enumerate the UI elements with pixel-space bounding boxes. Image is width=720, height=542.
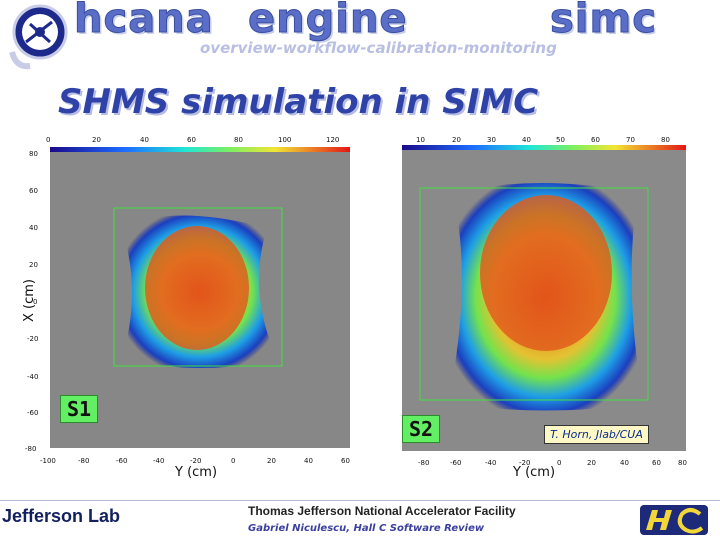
plot-s2-x-tick: 80 <box>678 459 687 467</box>
plot-s1-x-tick: 20 <box>267 457 276 465</box>
plot-s2-cut-box <box>419 187 649 401</box>
plot-s1-cut-box <box>113 207 283 367</box>
plot-s1-y-tick: -60 <box>27 409 39 417</box>
plot-s1-y-tick: 80 <box>29 150 38 158</box>
plot-s2-x-tick: -20 <box>519 459 531 467</box>
plot-s2-x-tick: 60 <box>652 459 661 467</box>
plot-s1-y-tick: -80 <box>25 445 37 453</box>
shms-plot-s1: 0 20 40 60 80 100 120 80 60 40 20 0 -20 … <box>22 133 362 493</box>
space-station-logo-icon <box>8 2 70 70</box>
plot-s2-x-tick: 0 <box>557 459 562 467</box>
plot-s2-cbar-tick: 80 <box>661 136 670 144</box>
plot-s2-x-tick: -60 <box>450 459 462 467</box>
plot-s1-cbar-tick: 0 <box>46 136 51 144</box>
plot-s2-x-tick: 40 <box>620 459 629 467</box>
plot-s1-x-tick: -100 <box>40 457 56 465</box>
footer-divider <box>0 500 720 501</box>
plot-s1-cbar-tick: 120 <box>326 136 340 144</box>
plot-s1-y-tick: 60 <box>29 187 38 195</box>
plot-s2-x-tick: -80 <box>418 459 430 467</box>
plot-s1-x-tick: 0 <box>231 457 236 465</box>
plot-s1-x-tick: 60 <box>341 457 350 465</box>
plot-s1-xlabel: Y (cm) <box>175 465 218 480</box>
plot-s1-colorbar <box>50 147 350 152</box>
plot-s1-x-tick: -80 <box>78 457 90 465</box>
plot-s1-cbar-tick: 80 <box>234 136 243 144</box>
plot-s1-ylabel: X (cm) <box>22 279 37 322</box>
plot-s2-xlabel: Y (cm) <box>513 465 556 480</box>
plot-s1-svg <box>50 147 352 448</box>
jefferson-lab-logo: Jefferson Lab <box>2 506 121 526</box>
plot-s1-x-tick: -20 <box>190 457 202 465</box>
shms-plot-s2: 10 20 30 40 50 60 70 80 -80 -60 -40 -20 … <box>398 133 698 493</box>
plot-s2-cbar-tick: 10 <box>416 136 425 144</box>
header-word-engine: engine <box>248 0 408 43</box>
facility-name: Thomas Jefferson National Accelerator Fa… <box>248 504 516 518</box>
plot-s1-x-tick: -40 <box>153 457 165 465</box>
plot-s1-y-tick: 40 <box>29 224 38 232</box>
plot-s1-x-tick: 40 <box>304 457 313 465</box>
footer-author: Gabriel Niculescu, Hall C Software Revie… <box>248 523 485 534</box>
plot-s1-cbar-tick: 60 <box>187 136 196 144</box>
plot-s1-y-tick: 0 <box>33 298 38 306</box>
plot-s1-y-tick: -40 <box>27 373 39 381</box>
plot-s1-y-tick: 20 <box>29 261 38 269</box>
plot-s1-cbar-tick: 40 <box>140 136 149 144</box>
credit-label: T. Horn, Jlab/CUA <box>544 425 649 444</box>
header-word-simc: simc <box>550 0 657 43</box>
plot-s2-cbar-tick: 20 <box>452 136 461 144</box>
plot-s2-colorbar <box>402 145 686 150</box>
plot-s2-cbar-tick: 60 <box>591 136 600 144</box>
plot-s1-cbar-tick: 100 <box>278 136 292 144</box>
header-word-hcana: hcana <box>74 0 214 43</box>
plot-s2-x-tick: -40 <box>485 459 497 467</box>
page-title: SHMS simulation in SIMC <box>58 82 539 122</box>
plot-s1-cbar-tick: 20 <box>92 136 101 144</box>
plot-s1-x-tick: -60 <box>116 457 128 465</box>
plot-s2-x-tick: 20 <box>587 459 596 467</box>
plot-s2-tag: S2 <box>402 415 441 443</box>
plot-s1-tag: S1 <box>60 395 99 423</box>
plot-s2-cbar-tick: 70 <box>626 136 635 144</box>
plot-s2-svg <box>402 145 686 451</box>
plot-s2-cbar-tick: 40 <box>522 136 531 144</box>
plot-s1-y-tick: -20 <box>27 335 39 343</box>
hall-c-logo-icon <box>638 502 710 538</box>
header-subtitle: overview-workflow-calibration-monitoring <box>200 39 557 57</box>
plot-s2-cbar-tick: 30 <box>487 136 496 144</box>
plot-s2-cbar-tick: 50 <box>556 136 565 144</box>
